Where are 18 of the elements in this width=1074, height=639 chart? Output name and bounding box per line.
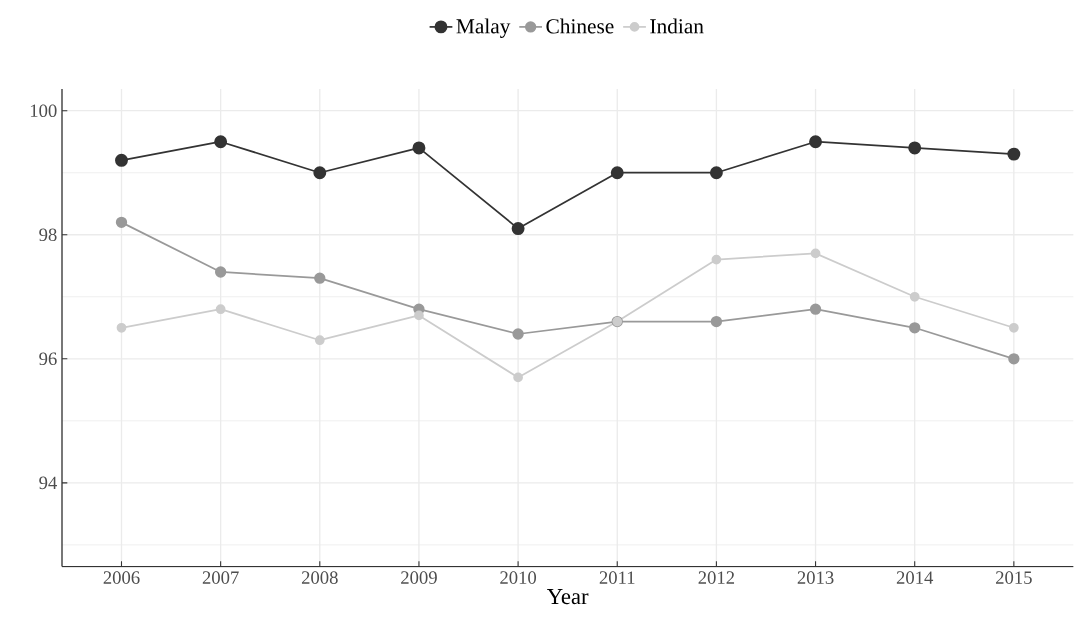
x-tick-label: 2006: [103, 571, 140, 584]
x-tick-label: 2008: [301, 571, 338, 584]
legend-label: Indian: [650, 18, 704, 34]
x-tick-label: 2012: [698, 571, 735, 584]
x-axis-title: Year: [547, 589, 589, 605]
y-tick-label: 98: [39, 228, 57, 242]
x-tick-label: 2009: [401, 571, 437, 584]
y-tick-label: 96: [39, 352, 57, 366]
y-tick-label: 100: [30, 104, 57, 118]
x-tick-label: 2010: [500, 571, 537, 584]
x-tick-label: 2007: [202, 571, 239, 584]
legend-label: Chinese: [546, 18, 614, 34]
x-tick-label: 2011: [599, 571, 635, 584]
x-tick-label: 2015: [996, 571, 1032, 584]
legend-label: Malay: [456, 18, 511, 38]
y-tick-label: 94: [39, 476, 58, 490]
x-tick-label: 2014: [896, 571, 934, 584]
x-tick-label: 2013: [797, 571, 834, 584]
